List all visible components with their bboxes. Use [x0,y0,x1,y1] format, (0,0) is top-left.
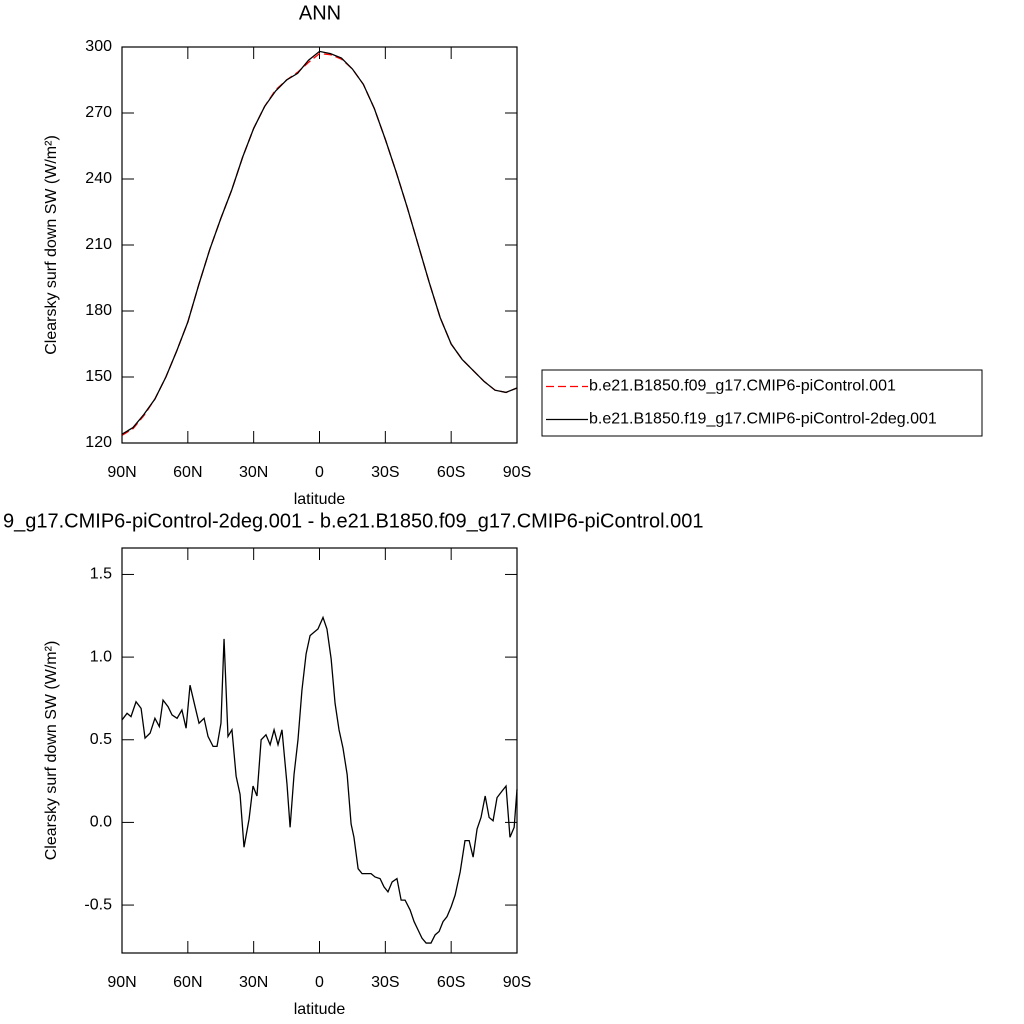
y-tick-label: -0.5 [84,896,112,913]
y-tick-label: 300 [85,38,112,55]
x-tick-label: 60N [173,974,202,991]
x-tick-label: 60N [173,464,202,481]
legend-label: b.e21.B1850.f09_g17.CMIP6-piControl.001 [589,378,896,395]
x-tick-label: 0 [315,974,324,991]
data-line [121,50,518,435]
x-tick-label: 90S [503,464,531,481]
legend-label: b.e21.B1850.f19_g17.CMIP6-piControl-2deg… [589,411,937,428]
y-tick-label: 120 [85,434,112,451]
x-tick-label: 30N [239,974,268,991]
legend: b.e21.B1850.f09_g17.CMIP6-piControl.001b… [541,369,983,437]
y-tick-label: 210 [85,236,112,253]
x-axis-label: latitude [294,1001,346,1018]
x-tick-label: 90N [107,974,136,991]
chart-title: 9_g17.CMIP6-piControl-2deg.001 - b.e21.B… [3,510,703,532]
y-tick-label: 240 [85,170,112,187]
plot-frame [121,547,518,954]
x-tick-label: 0 [315,464,324,481]
y-axis-label: Clearsky surf down SW (W/m²) [43,135,60,355]
x-tick-label: 60S [437,974,465,991]
y-tick-label: 180 [85,302,112,319]
x-tick-label: 90S [503,974,531,991]
x-tick-label: 90N [107,464,136,481]
y-axis-label: Clearsky surf down SW (W/m²) [43,641,60,861]
y-tick-label: 0.0 [90,814,112,831]
y-tick-label: 270 [85,104,112,121]
plot-frame [121,46,518,444]
data-line [121,52,518,436]
data-line [121,615,518,944]
x-tick-label: 60S [437,464,465,481]
x-tick-label: 30N [239,464,268,481]
chart-title: ANN [299,2,341,24]
y-tick-label: 1.5 [90,566,112,583]
x-tick-label: 30S [371,974,399,991]
legend-box [541,369,983,437]
x-axis-label: latitude [294,491,346,508]
x-tick-label: 30S [371,464,399,481]
y-tick-label: 150 [85,368,112,385]
y-tick-label: 0.5 [90,731,112,748]
y-tick-label: 1.0 [90,648,112,665]
